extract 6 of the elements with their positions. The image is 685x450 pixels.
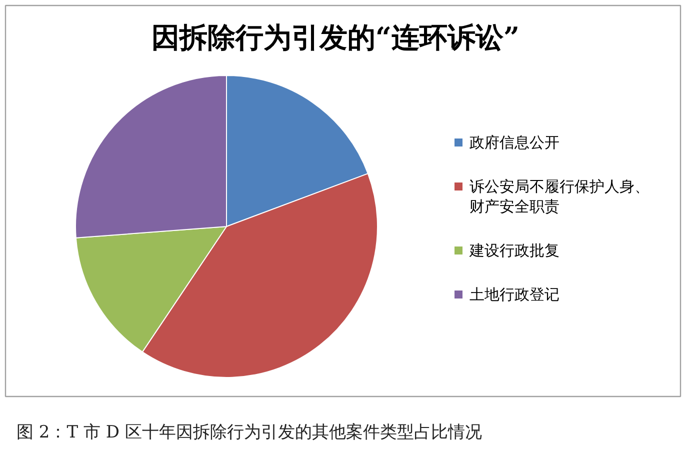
legend-label: 诉公安局不履行保护人身、财产安全职责 bbox=[470, 178, 650, 216]
legend-label: 土地行政登记 bbox=[470, 286, 560, 304]
legend-label: 建设行政批复 bbox=[468, 242, 560, 260]
legend-label: 政府信息公开 bbox=[470, 134, 560, 152]
caption: 图 2：T 市 D 区十年因拆除行为引发的其他案件类型占比情况 bbox=[16, 422, 482, 442]
chart-title: 因拆除行为引发的“连环诉讼” bbox=[151, 21, 520, 54]
